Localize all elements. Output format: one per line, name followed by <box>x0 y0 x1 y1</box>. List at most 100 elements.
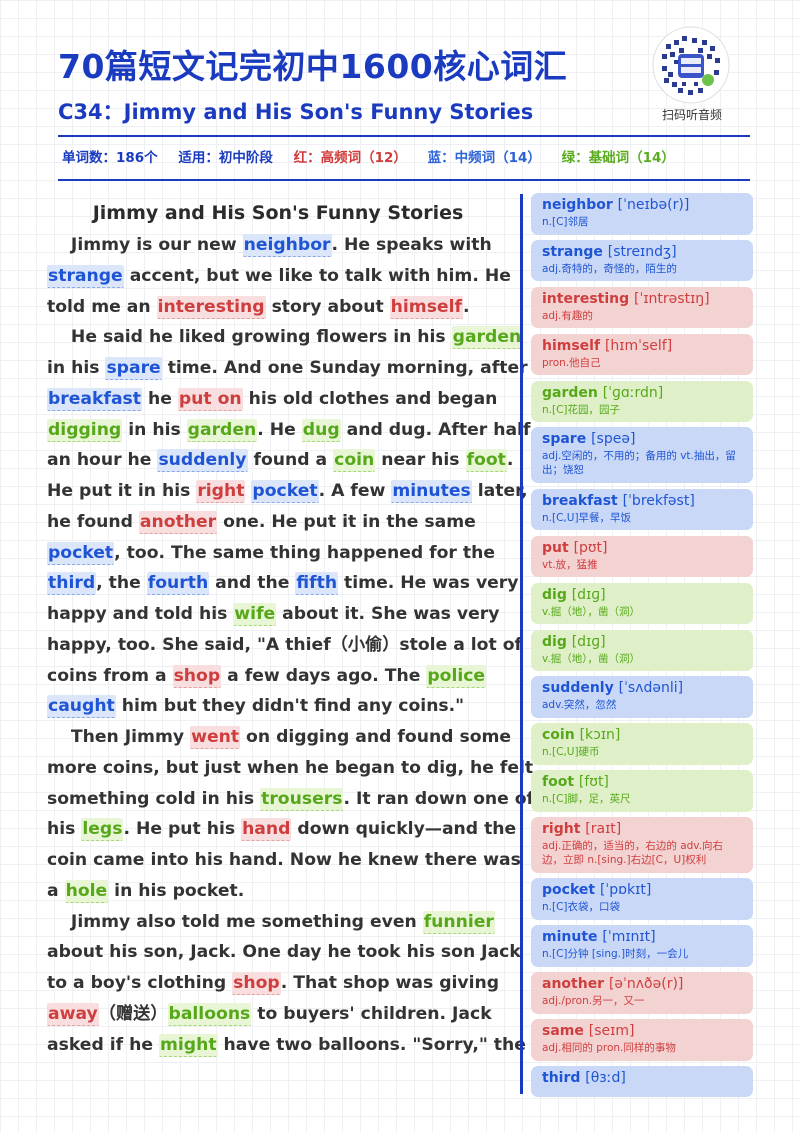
highlighted-word[interactable]: spare <box>105 357 162 380</box>
vocab-word: neighbor <box>542 197 613 213</box>
text-segment: , the <box>96 573 147 594</box>
highlighted-word[interactable]: police <box>426 664 487 688</box>
text-segment: asked if he <box>47 1034 159 1055</box>
vocab-card[interactable]: same [seɪm] adj.相同的 pron.同样的事物 <box>531 1019 753 1061</box>
vocab-card[interactable]: foot [fʊt] n.[C]脚，足，英尺 <box>531 770 753 812</box>
highlighted-word[interactable]: himself <box>389 295 463 319</box>
vocab-card[interactable]: spare [speə] adj.空闲的，不用的；备用的 vt.抽出，留出；饶恕 <box>531 427 753 484</box>
highlighted-word[interactable]: suddenly <box>157 449 248 473</box>
text-segment: about his son, Jack. One day he took his… <box>47 942 521 963</box>
vocab-phonetic: [ˈsʌdənli] <box>618 680 684 697</box>
vocab-card[interactable]: minute [ˈmɪnɪt] n.[C]分钟 [sing.]时刻，一会儿 <box>531 925 753 967</box>
highlighted-word[interactable]: garden <box>451 326 523 350</box>
highlighted-word[interactable]: third <box>47 572 97 596</box>
article-line: Then Jimmy went on digging and found som… <box>47 722 511 753</box>
vocab-word: coin <box>542 727 575 744</box>
qr-code-icon[interactable] <box>652 26 730 104</box>
vocab-definition: vt.放，猛推 <box>542 558 598 571</box>
vocab-card[interactable]: coin [kɔɪn] n.[C,U]硬币 <box>531 723 753 765</box>
highlighted-word[interactable]: fourth <box>146 572 210 596</box>
text-segment: happy and told his <box>47 604 234 624</box>
text-segment: accent, but we like to talk with him. He <box>123 265 511 286</box>
vocab-card[interactable]: breakfast [ˈbrekfəst] n.[C,U]早餐，早饭 <box>531 488 753 531</box>
highlighted-word[interactable]: shop <box>232 972 281 995</box>
vocab-phonetic: [pʊt] <box>573 539 608 556</box>
highlighted-word[interactable]: caught <box>47 695 116 719</box>
highlighted-word[interactable]: went <box>190 726 241 749</box>
vocab-card[interactable]: another [əˈnʌðə(r)] adj./pron.另一，又一 <box>531 972 753 1014</box>
highlighted-word[interactable]: trousers <box>260 787 344 811</box>
highlighted-word[interactable]: dug <box>301 418 341 442</box>
highlighted-word[interactable]: digging <box>47 418 123 442</box>
highlighted-word[interactable]: hole <box>64 879 109 903</box>
vocab-phonetic: [əˈnʌðə(r)] <box>608 976 684 993</box>
highlighted-word[interactable]: pocket <box>47 541 115 565</box>
highlighted-word[interactable]: wife <box>233 603 277 626</box>
vocab-phonetic: [dɪɡ] <box>571 633 606 650</box>
highlighted-word[interactable]: coin <box>333 449 376 473</box>
article-line: third, the fourth and the fifth time. He… <box>47 568 519 599</box>
highlighted-word[interactable]: might <box>158 1033 218 1057</box>
vocab-word-line: neighbor [ˈneɪbə(r)] <box>542 197 742 214</box>
vocab-word-line: spare [speə] <box>542 431 742 448</box>
article-line: a hole in his pocket. <box>47 876 509 907</box>
text-segment: happy, too. She said, "A thief（小偷）stole … <box>47 634 522 655</box>
vocab-definition: adj.空闲的，不用的；备用的 vt.抽出，留出；饶恕 <box>542 450 736 477</box>
article-line: breakfast he put on his old clothes and … <box>47 384 509 415</box>
vocab-card[interactable]: right [raɪt] adj.正确的，适当的，右边的 adv.向右边，立即 n… <box>531 817 753 874</box>
highlighted-word[interactable]: foot <box>465 449 507 473</box>
vocabulary-list: neighbor [ˈneɪbə(r)] n.[C]邻居 strange [stre… <box>531 193 753 1102</box>
vocab-definition: n.[C,U]早餐，早饭 <box>542 511 632 524</box>
vocab-card[interactable]: interesting [ˈɪntrəstɪŋ] adj.有趣的 <box>531 286 753 329</box>
vocab-word-line: himself [hɪmˈself] <box>542 338 742 355</box>
highlighted-word[interactable]: garden <box>186 418 258 442</box>
vocab-card[interactable]: garden [ˈɡɑːrdn] n.[C]花园，园子 <box>531 380 753 423</box>
vocab-card[interactable]: put [pʊt] vt.放，猛推 <box>531 535 753 578</box>
article-line: something cold in his trousers. It ran d… <box>47 784 534 815</box>
vocab-card[interactable]: neighbor [ˈneɪbə(r)] n.[C]邻居 <box>531 193 753 235</box>
article-line: pocket, too. The same thing happened for… <box>47 538 509 569</box>
vocab-card[interactable]: dig [dɪɡ] v.掘（地），凿（洞） <box>531 582 753 625</box>
vocab-card[interactable]: dig [dɪɡ] v.掘（地），凿（洞） <box>531 629 753 672</box>
vocab-word-line: strange [streɪndʒ] <box>542 244 742 261</box>
article-title: Jimmy and His Son's Funny Stories <box>92 202 464 224</box>
highlighted-word[interactable]: hand <box>241 818 292 842</box>
vocab-card[interactable]: pocket [ˈpɒkɪt] n.[C]衣袋，口袋 <box>531 878 753 920</box>
text-segment: . He speaks with <box>331 235 492 255</box>
highlighted-word[interactable]: fifth <box>295 572 339 596</box>
word-count: 单词数：186个 <box>62 150 158 166</box>
highlighted-word[interactable]: interesting <box>156 295 266 319</box>
text-segment: and dug. After half <box>340 419 531 440</box>
highlighted-word[interactable]: put on <box>177 387 243 411</box>
highlighted-word[interactable]: funnier <box>422 910 495 934</box>
highlighted-word[interactable]: right <box>196 480 246 503</box>
text-segment: him but they didn't find any coins." <box>115 696 465 717</box>
vocab-card[interactable]: third [θɜːd] <box>531 1066 753 1098</box>
article-line: about his son, Jack. One day he took his… <box>47 937 521 968</box>
highlighted-word[interactable]: away <box>47 1002 99 1026</box>
highlighted-word[interactable]: neighbor <box>242 234 332 257</box>
vocab-card[interactable]: suddenly [ˈsʌdənli] adv.突然，忽然 <box>531 676 753 718</box>
highlighted-word[interactable]: breakfast <box>47 387 142 411</box>
highlighted-word[interactable]: shop <box>172 664 222 688</box>
article-line: happy and told his wife about it. She wa… <box>47 599 509 630</box>
vocab-word-line: right [raɪt] <box>542 821 742 838</box>
text-segment: Jimmy is our new <box>47 235 243 255</box>
text-segment: he found <box>47 511 139 532</box>
vocab-word-line: suddenly [ˈsʌdənli] <box>542 680 742 697</box>
vocab-card[interactable]: himself [hɪmˈself] pron.他自己 <box>531 333 753 376</box>
vocab-word: spare <box>542 431 587 448</box>
highlighted-word[interactable]: another <box>138 510 218 534</box>
vocab-definition: adv.突然，忽然 <box>542 699 617 712</box>
vocab-phonetic: [seɪm] <box>588 1023 635 1040</box>
highlighted-word[interactable]: pocket <box>251 480 319 503</box>
highlighted-word[interactable]: strange <box>47 264 124 288</box>
highlighted-word[interactable]: legs <box>81 818 124 842</box>
article-line: told me an interesting story about himse… <box>47 292 509 323</box>
highlighted-word[interactable]: balloons <box>167 1002 252 1026</box>
highlighted-word[interactable]: minutes <box>391 480 472 503</box>
vocab-phonetic: [fʊt] <box>578 774 609 791</box>
vocab-phonetic: [hɪmˈself] <box>604 337 673 354</box>
vocab-definition: v.掘（地），凿（洞） <box>542 652 640 665</box>
vocab-card[interactable]: strange [streɪndʒ] adj.奇特的，奇怪的，陌生的 <box>531 239 753 282</box>
